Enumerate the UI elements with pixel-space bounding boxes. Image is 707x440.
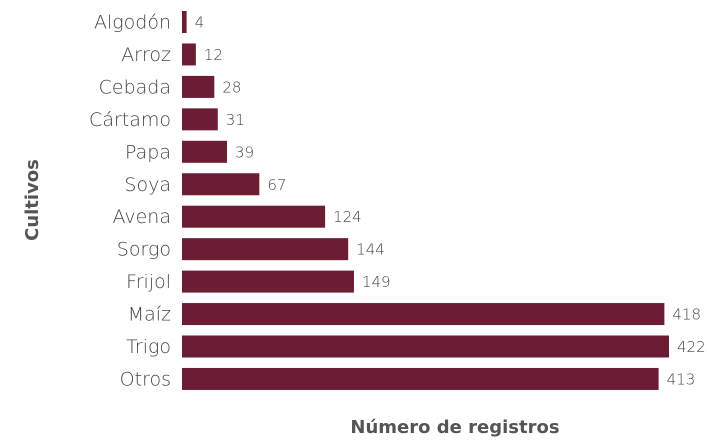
value-label: 144 <box>356 241 385 259</box>
value-label: 418 <box>672 306 701 324</box>
category-label: Avena <box>112 206 171 228</box>
bar <box>182 367 659 390</box>
value-label: 413 <box>667 370 696 388</box>
bar <box>182 205 326 228</box>
value-label: 124 <box>333 208 362 226</box>
category-label: Algodón <box>94 12 171 34</box>
category-label: Sorgo <box>117 239 171 261</box>
value-label: 149 <box>362 273 391 291</box>
bar <box>182 173 260 196</box>
bar <box>182 303 665 326</box>
bar <box>182 11 187 33</box>
value-label: 28 <box>222 78 241 96</box>
bar <box>182 75 215 98</box>
category-label: Cebada <box>99 76 171 98</box>
bar <box>182 108 218 131</box>
category-label: Frijol <box>126 271 171 293</box>
value-label: 67 <box>267 176 286 194</box>
bar <box>182 270 354 293</box>
category-label: Papa <box>125 141 171 163</box>
value-label: 4 <box>195 14 205 32</box>
category-label: Arroz <box>121 44 171 66</box>
value-label: 31 <box>226 111 245 129</box>
category-label: Otros <box>120 368 171 390</box>
bar <box>182 335 669 358</box>
category-label: Trigo <box>126 336 171 358</box>
category-label: Maíz <box>128 304 171 326</box>
value-label: 39 <box>235 143 254 161</box>
value-label: 12 <box>204 46 223 64</box>
category-label: Soya <box>124 174 171 196</box>
x-axis-title: Número de registros <box>350 417 559 438</box>
bar <box>182 140 228 163</box>
category-label: Cártamo <box>89 109 171 131</box>
value-label: 422 <box>677 338 706 356</box>
bar <box>182 43 196 66</box>
y-axis-title: Cultivos <box>22 159 43 241</box>
bar <box>182 238 349 261</box>
